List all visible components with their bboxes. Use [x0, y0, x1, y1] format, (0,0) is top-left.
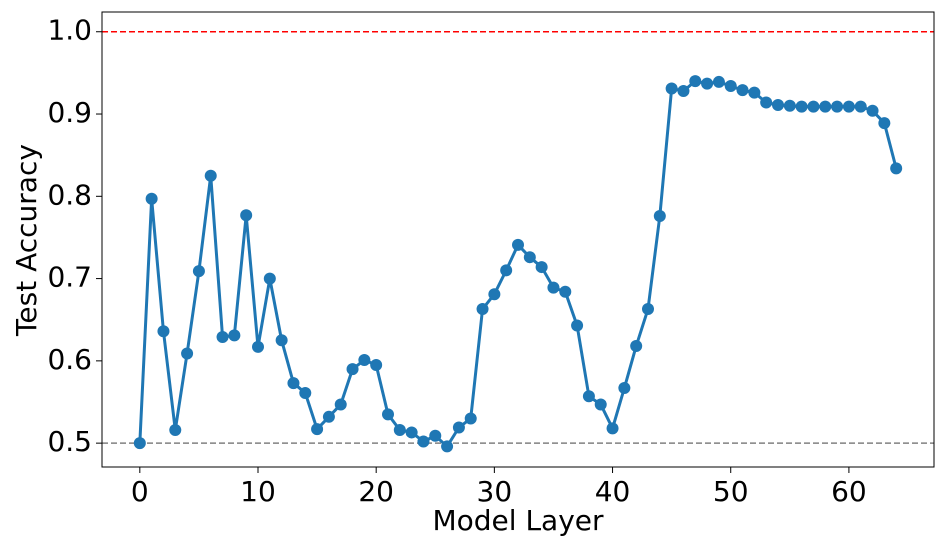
data-point: [582, 390, 595, 403]
data-point: [653, 210, 666, 223]
data-point: [878, 117, 891, 130]
data-point: [783, 99, 796, 112]
data-point: [145, 192, 158, 205]
data-point: [712, 75, 725, 88]
data-point: [133, 437, 146, 450]
y-tick-label: 0.8: [47, 178, 92, 211]
data-point: [358, 354, 371, 367]
data-point: [500, 264, 513, 277]
data-point: [393, 423, 406, 436]
data-point: [807, 100, 820, 113]
series-line: [138, 79, 898, 448]
x-tick-label: 50: [713, 475, 749, 508]
y-tick-label: 1.0: [47, 14, 92, 47]
data-point: [854, 100, 867, 113]
data-point: [169, 423, 182, 436]
data-point: [665, 82, 678, 95]
data-point: [724, 80, 737, 93]
y-tick-label: 0.7: [47, 261, 92, 294]
data-point: [441, 440, 454, 453]
data-point: [677, 84, 690, 97]
data-point: [559, 285, 572, 298]
data-point: [630, 340, 643, 353]
data-point: [452, 421, 465, 434]
data-point: [417, 435, 430, 448]
data-point: [642, 303, 654, 316]
x-tick-label: 20: [358, 475, 394, 508]
data-point: [736, 84, 749, 97]
data-point: [748, 86, 761, 99]
data-point: [819, 100, 832, 113]
data-point: [594, 398, 607, 411]
data-point: [488, 288, 501, 301]
x-tick-label: 30: [477, 475, 513, 508]
data-point: [772, 98, 784, 111]
data-point: [192, 265, 205, 278]
data-point: [252, 340, 264, 353]
x-tick-label: 40: [595, 475, 631, 508]
plot-frame: [101, 11, 935, 468]
data-point: [287, 377, 300, 390]
data-point: [523, 251, 536, 264]
x-tick-label: 60: [831, 475, 867, 508]
x-tick-label: 10: [240, 475, 276, 508]
y-tick-label: 0.9: [47, 96, 92, 129]
data-point: [760, 96, 773, 109]
y-tick-label: 0.6: [47, 343, 92, 376]
data-point: [606, 422, 619, 435]
data-point: [866, 104, 879, 117]
data-point: [240, 209, 253, 222]
data-point: [689, 75, 702, 88]
data-point: [701, 77, 714, 90]
data-point: [795, 100, 808, 113]
data-point: [311, 423, 324, 436]
data-point: [890, 162, 903, 175]
data-point: [618, 382, 631, 395]
data-point: [299, 386, 312, 399]
y-tick-label: 0.5: [47, 425, 92, 458]
data-point: [275, 334, 288, 347]
data-point: [322, 410, 335, 423]
x-axis-label: Model Layer: [432, 504, 604, 537]
data-point: [204, 169, 217, 182]
data-point: [476, 303, 489, 316]
data-point: [157, 325, 170, 338]
data-point: [464, 412, 477, 425]
data-point: [547, 281, 560, 294]
data-point: [512, 238, 524, 251]
data-point: [263, 272, 276, 285]
data-point: [346, 363, 359, 376]
data-point: [535, 261, 548, 274]
data-point: [334, 398, 347, 411]
data-point: [405, 426, 418, 439]
y-axis-label: Test Accuracy: [10, 144, 43, 337]
data-point: [429, 429, 442, 442]
data-point: [571, 319, 584, 332]
x-tick-label: 0: [131, 475, 149, 508]
data-point: [228, 329, 241, 342]
data-point: [370, 358, 383, 371]
data-point: [181, 347, 194, 360]
data-point: [216, 331, 229, 343]
data-point: [831, 100, 844, 113]
data-point: [842, 100, 855, 113]
data-point: [382, 408, 394, 421]
